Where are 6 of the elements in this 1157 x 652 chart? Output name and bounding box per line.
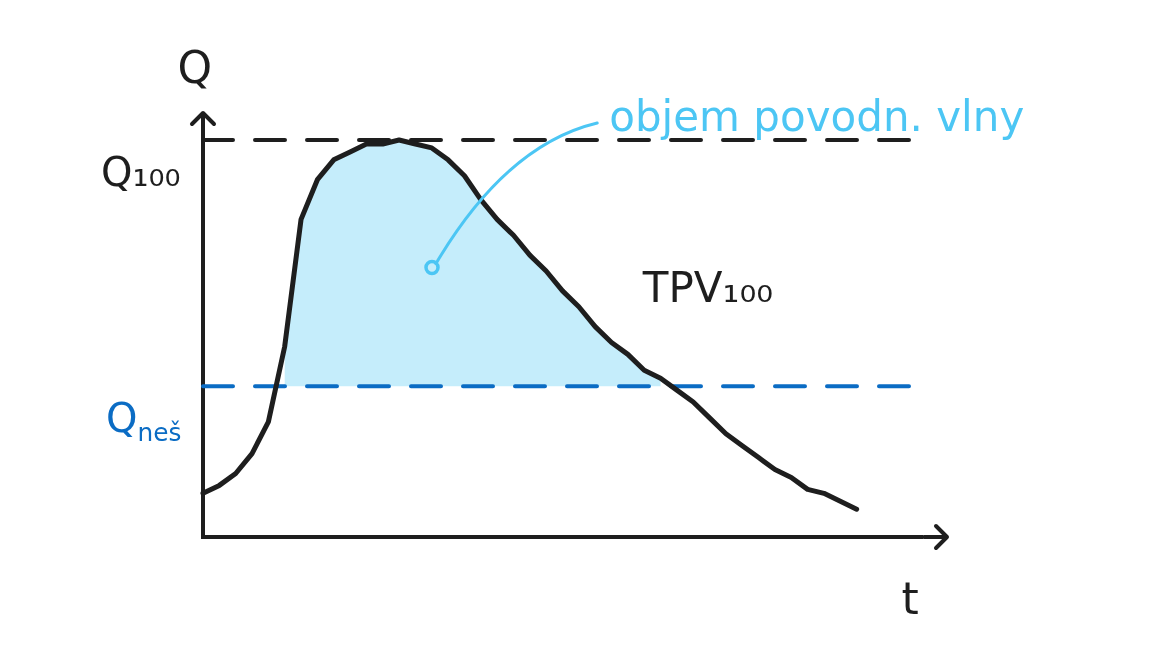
x-axis-title: t <box>901 573 919 624</box>
y-axis-title: Q <box>177 42 213 93</box>
series-label: TPV₁₀₀ <box>642 262 774 312</box>
ref-line-label: Q₁₀₀ <box>101 149 181 195</box>
annotation: objem povodn. vlny <box>609 92 1025 141</box>
ref-line-label: Q$_{neš}$ <box>106 395 182 447</box>
